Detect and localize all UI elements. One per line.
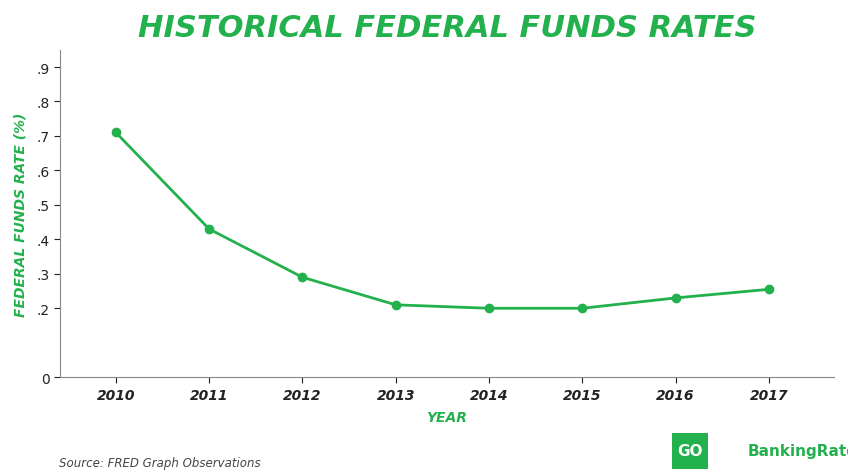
Title: HISTORICAL FEDERAL FUNDS RATES: HISTORICAL FEDERAL FUNDS RATES: [137, 14, 756, 43]
Text: GO: GO: [678, 444, 703, 458]
Text: BankingRates: BankingRates: [748, 444, 848, 458]
X-axis label: YEAR: YEAR: [427, 410, 467, 424]
Y-axis label: FEDERAL FUNDS RATE (%): FEDERAL FUNDS RATE (%): [14, 112, 28, 316]
Text: Source: FRED Graph Observations: Source: FRED Graph Observations: [59, 456, 261, 469]
